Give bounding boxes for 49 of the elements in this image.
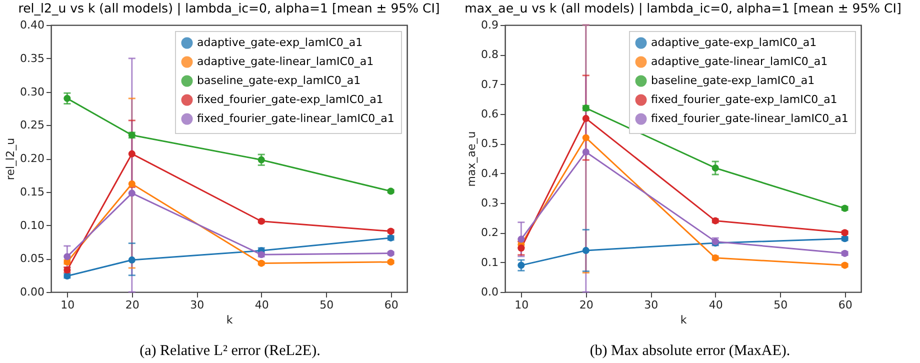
x-tick-label: 60 (838, 298, 852, 312)
y-tick-label: 0.8 (481, 48, 498, 62)
legend-label: baseline_gate-exp_lamIC0_a1 (651, 74, 815, 87)
chart-title: max_ae_u vs k (all models) | lambda_ic=0, alpha=1 [mean ± 95% CI] (464, 0, 902, 16)
y-tick-label: 0.25 (20, 118, 44, 132)
legend-label: fixed_fourier_gate-exp_lamIC0_a1 (651, 93, 838, 106)
y-tick-label: 0.9 (481, 18, 498, 32)
legend-label: adaptive_gate-linear_lamIC0_a1 (651, 55, 828, 68)
text: (b) Max absolute error (MaxAE). (588, 343, 792, 360)
y-tick-label: 0.35 (20, 52, 44, 65)
y-tick-label: 0.10 (20, 218, 44, 232)
legend-label: fixed_fourier_gate-linear_lamIC0_a1 (197, 112, 394, 125)
y-tick-label: 0.6 (481, 108, 498, 120)
legend-label: fixed_fourier_gate-exp_lamIC0_a1 (197, 93, 384, 106)
legend-label: adaptive_gate-linear_lamIC0_a1 (197, 55, 374, 68)
y-tick-label: 0.5 (481, 137, 498, 150)
x-tick-label: 10 (514, 298, 529, 312)
y-tick-label: 0.40 (20, 18, 44, 32)
legend-label: fixed_fourier_gate-linear_lamIC0_a1 (651, 112, 848, 125)
x-axis-title: k (226, 314, 234, 326)
y-tick-label: 0.05 (20, 252, 44, 266)
y-tick-label: 0.7 (481, 78, 498, 91)
y-tick-label: 0.30 (20, 85, 44, 98)
y-tick-label: 0.3 (481, 196, 498, 210)
x-tick-label: 60 (384, 298, 398, 312)
chart-title: rel_l2_u vs k (all models) | lambda_ic=0, alpha=1 [mean ± 95% CI] (18, 0, 440, 16)
y-axis-title: max_ae_u (465, 131, 478, 187)
x-tick-label: 10 (60, 298, 75, 312)
x-tick-label: 20 (579, 298, 594, 312)
y-tick-label: 0.0 (481, 286, 498, 298)
y-axis-title: rel_l2_u (4, 138, 18, 180)
legend-label: adaptive_gate-exp_lamIC0_a1 (651, 36, 817, 49)
y-tick-label: 0.1 (481, 256, 498, 269)
x-tick-label: 50 (320, 298, 334, 312)
x-tick-label: 40 (708, 298, 723, 312)
y-tick-label: 0.2 (481, 226, 498, 240)
x-tick-label: 30 (190, 298, 204, 312)
legend-label: baseline_gate-exp_lamIC0_a1 (197, 74, 361, 87)
x-tick-label: 50 (774, 298, 788, 312)
y-tick-label: 0.15 (20, 185, 44, 198)
y-tick-label: 0.00 (20, 286, 44, 298)
text: (a) Relative L² error (ReL2E). (138, 343, 322, 360)
y-tick-label: 0.4 (481, 166, 498, 180)
y-tick-label: 0.20 (20, 152, 44, 165)
x-tick-label: 30 (644, 298, 658, 312)
x-tick-label: 20 (125, 298, 140, 312)
x-tick-label: 40 (254, 298, 269, 312)
x-axis-title: k (680, 314, 688, 326)
legend-label: adaptive_gate-exp_lamIC0_a1 (197, 36, 363, 49)
